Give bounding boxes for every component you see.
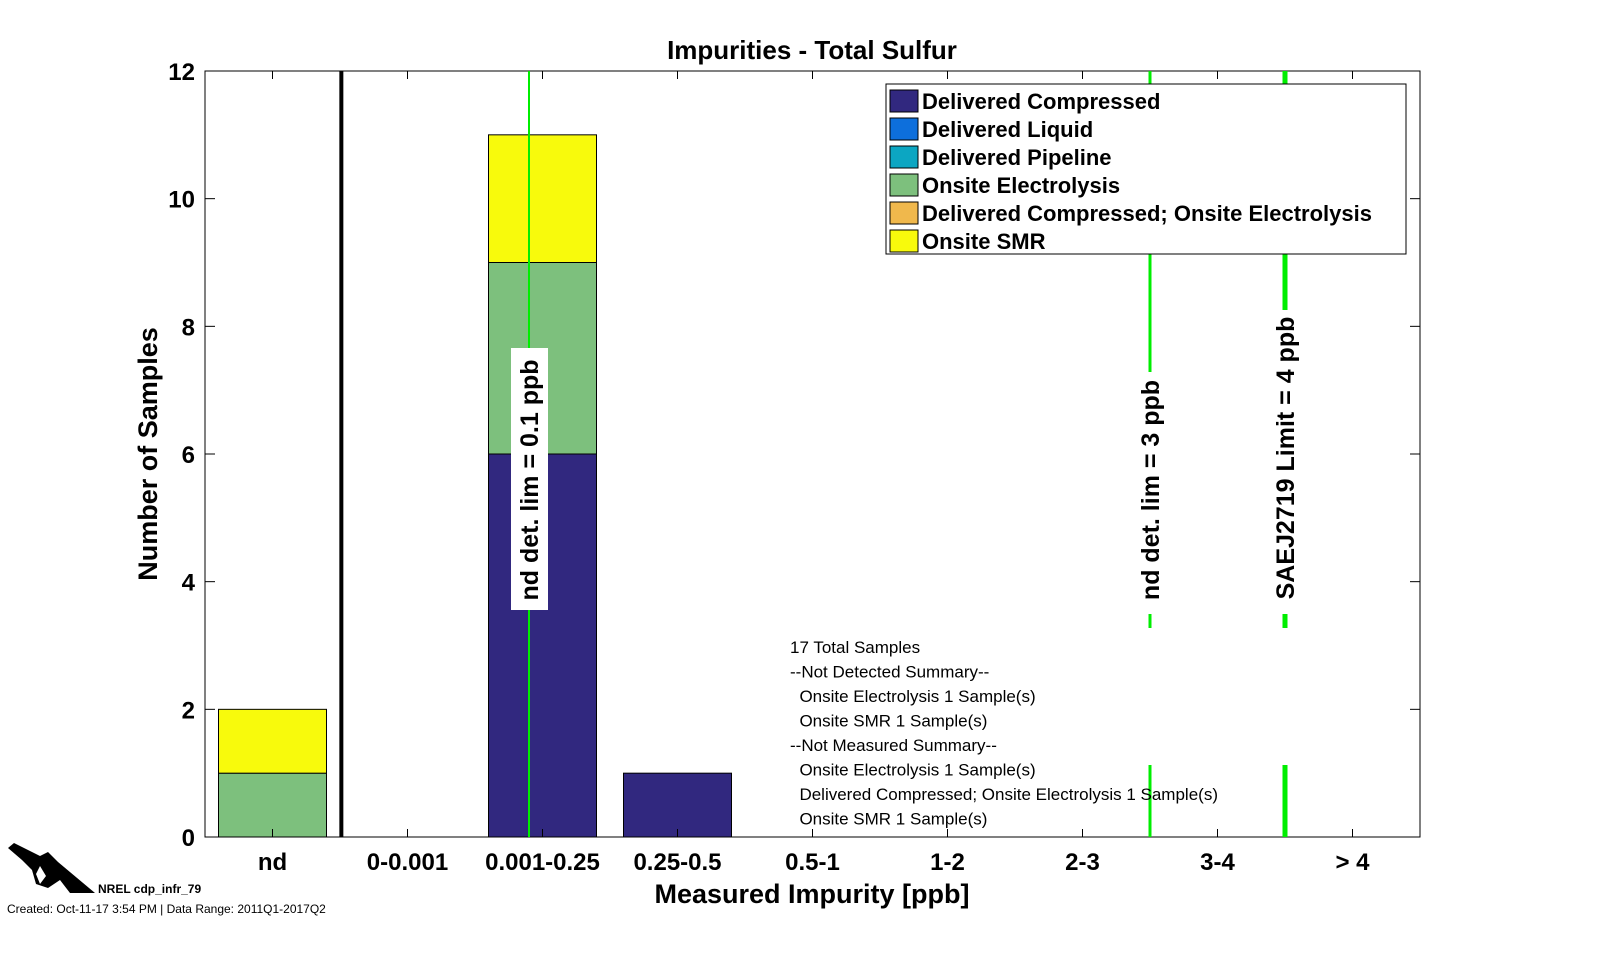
- summary-annotation-line: Onsite SMR 1 Sample(s): [790, 810, 987, 829]
- legend-label: Delivered Liquid: [922, 117, 1093, 142]
- legend-box: [885, 83, 1407, 255]
- legend-label: Delivered Compressed: [922, 89, 1160, 114]
- summary-annotation-line: 17 Total Samples: [790, 638, 920, 657]
- x-tick-label: 0.001-0.25: [485, 849, 600, 876]
- bar-segment: [218, 708, 327, 774]
- reference-line-label: nd det. lim = 3 ppb: [1137, 380, 1165, 600]
- legend-swatch: [889, 173, 919, 197]
- legend-swatch: [889, 117, 919, 141]
- legend-swatch: [889, 229, 919, 253]
- x-tick-label: > 4: [1335, 849, 1370, 876]
- legend-swatch: [889, 201, 919, 225]
- footer-id: NREL cdp_infr_79: [98, 882, 201, 896]
- y-tick-label: 4: [182, 570, 196, 597]
- reference-label-background: [511, 348, 548, 610]
- legend-label: Onsite SMR: [922, 229, 1046, 254]
- x-tick-label: 0.5-1: [785, 849, 840, 876]
- x-tick-label: 0.25-0.5: [633, 849, 721, 876]
- legend-swatch: [889, 145, 919, 169]
- x-tick-label: 1-2: [930, 849, 965, 876]
- pump-logo-icon: [8, 843, 95, 893]
- bar-segment: [623, 772, 732, 838]
- y-tick-label: 2: [182, 697, 195, 724]
- x-tick-label: 0-0.001: [367, 849, 448, 876]
- reference-line-label: nd det. lim = 0.1 ppb: [516, 359, 544, 600]
- bar-segment: [488, 134, 597, 263]
- x-tick-label: nd: [258, 849, 287, 876]
- summary-annotation-line: --Not Detected Summary--: [790, 663, 989, 682]
- legend-label: Delivered Pipeline: [922, 145, 1112, 170]
- y-tick-label: 10: [168, 187, 195, 214]
- summary-annotation-line: Onsite Electrolysis 1 Sample(s): [790, 687, 1036, 706]
- y-tick-label: 6: [182, 442, 195, 469]
- y-tick-label: 8: [182, 314, 195, 341]
- legend-label: Onsite Electrolysis: [922, 173, 1120, 198]
- x-tick-label: 3-4: [1200, 849, 1235, 876]
- footer-created: Created: Oct-11-17 3:54 PM | Data Range:…: [7, 902, 326, 916]
- y-tick-label: 0: [182, 825, 195, 852]
- axes-box: [204, 70, 1421, 838]
- reference-line-label: SAEJ2719 Limit = 4 ppb: [1272, 317, 1300, 600]
- bar-segment: [218, 772, 327, 838]
- legend-swatch: [889, 89, 919, 113]
- plot-area: nd 0-0.001 0.001-0.25 0.25-0.5 0.5-1 1-2 2-3 3-…: [168, 59, 1421, 876]
- legend-label: Delivered Compressed; Onsite Electrolysi…: [922, 201, 1372, 226]
- x-tick-label: 2-3: [1065, 849, 1100, 876]
- chart-title: Impurities - Total Sulfur: [667, 35, 957, 65]
- summary-annotation-line: Delivered Compressed; Onsite Electrolysi…: [790, 785, 1218, 804]
- summary-annotation-line: --Not Measured Summary--: [790, 736, 997, 755]
- y-axis-label: Number of Samples: [133, 327, 163, 581]
- x-axis-label: Measured Impurity [ppb]: [654, 879, 969, 909]
- y-tick-label: 12: [168, 59, 195, 86]
- summary-annotation-line: Onsite SMR 1 Sample(s): [790, 712, 987, 731]
- summary-annotation-line: Onsite Electrolysis 1 Sample(s): [790, 761, 1036, 780]
